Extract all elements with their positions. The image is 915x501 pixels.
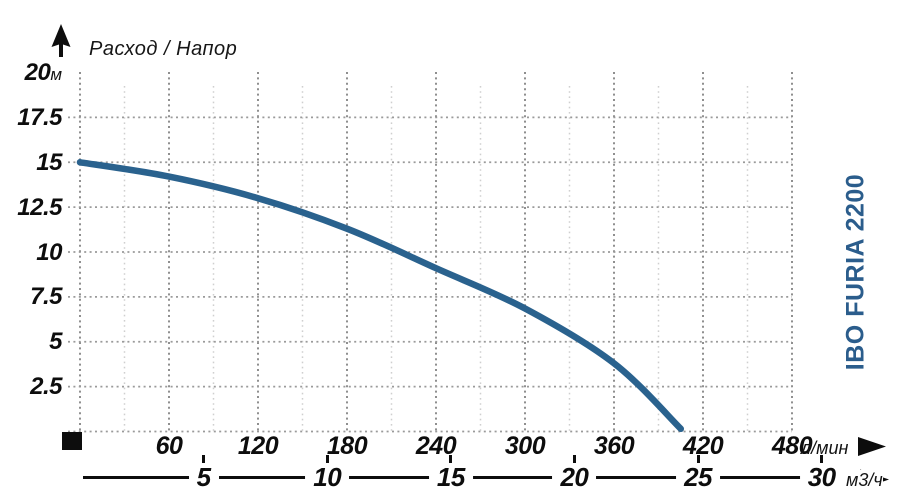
y-tick-label: 10 xyxy=(36,238,62,266)
m3h-tick-mark xyxy=(572,455,576,464)
y-axis-unit: м xyxy=(50,65,62,84)
y-tick-label: 15 xyxy=(36,148,62,176)
y-tick-label: 20м xyxy=(24,59,62,86)
lmin-arrow-right-icon xyxy=(858,437,886,456)
x-tick-label-lmin: 360 xyxy=(593,432,635,460)
m3h-tick-mark xyxy=(449,455,453,464)
x-tick-label-m3h: 10 xyxy=(305,463,350,492)
x-tick-label-lmin: 120 xyxy=(237,432,279,460)
x-tick-label-m3h: 5 xyxy=(188,463,219,492)
m3h-tick-mark xyxy=(820,455,824,464)
x-axis-lmin-unit: л/мин xyxy=(801,438,849,458)
x-tick-label-lmin: 480 xyxy=(771,432,813,460)
x-tick-label-lmin: 420 xyxy=(682,432,724,460)
x-tick-label-m3h: 30 xyxy=(799,463,844,492)
x-tick-label-lmin: 300 xyxy=(504,432,546,460)
m3h-tick-mark xyxy=(325,455,329,464)
x-tick-label-m3h: 20 xyxy=(552,463,597,492)
x-tick-label-m3h: 25 xyxy=(676,463,721,492)
m3h-tick-mark xyxy=(696,455,700,464)
product-label: IBO FURIA 2200 xyxy=(841,173,870,371)
grid-layer xyxy=(68,72,793,433)
y-tick-label: 5 xyxy=(49,328,62,356)
y-tick-label: 17.5 xyxy=(17,103,62,131)
arrow-up-icon xyxy=(51,24,71,57)
x-tick-label-lmin: 180 xyxy=(326,432,368,460)
m3h-tick-mark xyxy=(202,455,206,464)
chart-title: Расход / Напор xyxy=(89,38,238,60)
x-axis-m3h-unit: м3/ч xyxy=(846,470,883,491)
black-square-marker xyxy=(62,432,82,450)
y-tick-label: 7.5 xyxy=(30,283,62,311)
pump-curve-line xyxy=(76,159,685,433)
y-tick-label: 2.5 xyxy=(30,373,62,401)
x-tick-label-lmin: 60 xyxy=(155,432,183,460)
y-tick-label: 12.5 xyxy=(17,193,62,221)
x-tick-label-m3h: 15 xyxy=(428,463,473,492)
